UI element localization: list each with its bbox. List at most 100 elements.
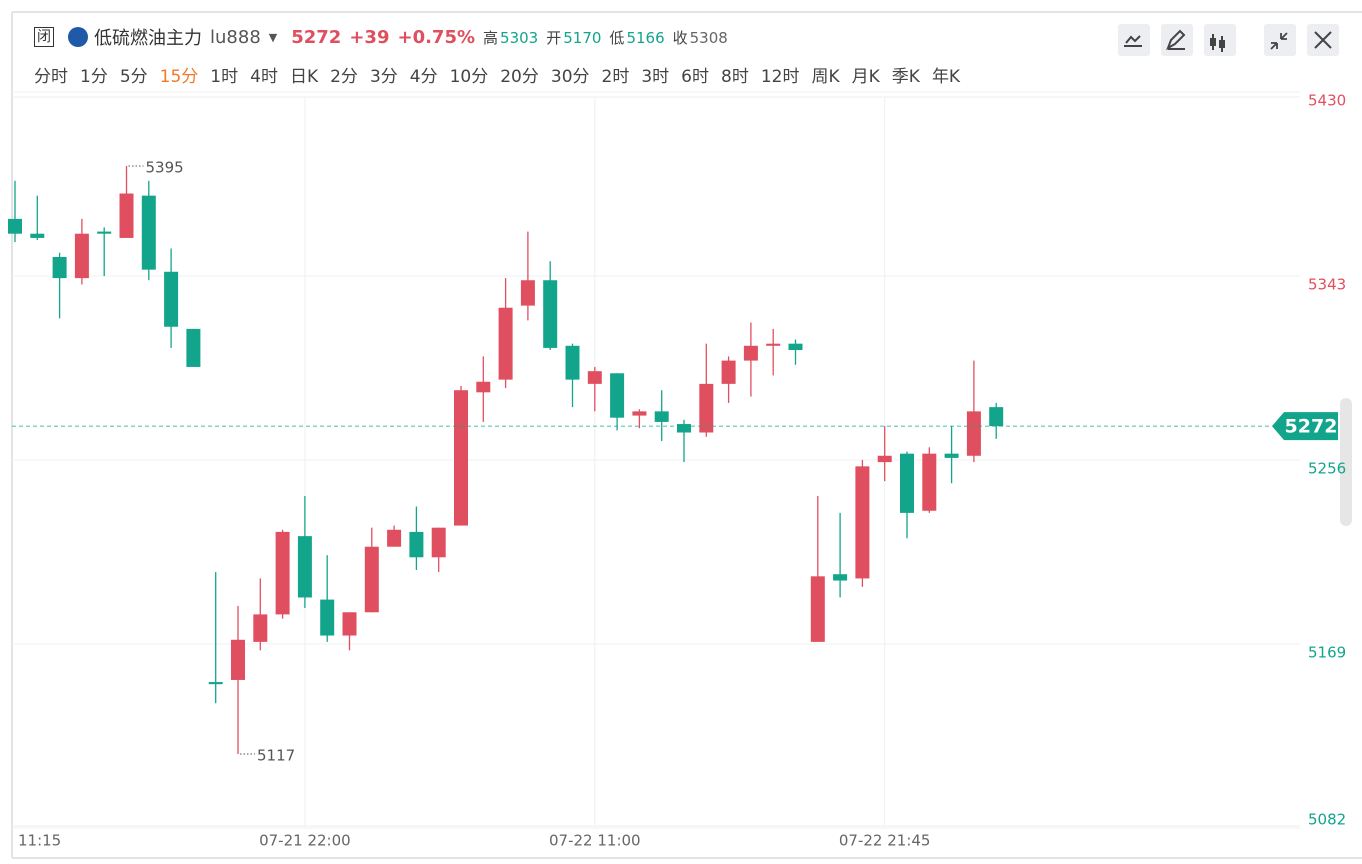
icon xyxy=(1219,40,1225,48)
interval-tab[interactable]: 分时 xyxy=(34,67,68,87)
candle-body xyxy=(877,455,892,463)
interval-tab[interactable]: 30分 xyxy=(550,67,590,87)
candle-body xyxy=(565,345,580,380)
y-tick-label: 5430 xyxy=(1308,92,1346,110)
stat-label: 收 xyxy=(672,28,688,47)
icon xyxy=(1210,38,1216,46)
candle-body xyxy=(208,682,223,685)
candle-body xyxy=(721,360,736,384)
candle-body xyxy=(654,411,669,422)
stat-label: 高 xyxy=(483,28,499,47)
header: 闭 低硫燃油主力 lu888 ▼ 5272 +39 +0.75% 高 5303 开 5… xyxy=(34,24,736,50)
candle-body xyxy=(164,271,179,327)
candle-body xyxy=(498,307,513,380)
name: 低硫燃油主力 xyxy=(94,28,202,49)
interval-tab[interactable]: 8时 xyxy=(721,67,749,87)
scrollbar[interactable] xyxy=(1340,398,1352,526)
candle-body xyxy=(587,371,602,384)
x-tick-label: 07-21 22:00 xyxy=(259,832,351,850)
change: +39 xyxy=(349,26,390,48)
status: 闭 xyxy=(34,27,54,47)
candle-body xyxy=(677,424,691,433)
candle-body xyxy=(743,345,758,361)
candle-body xyxy=(364,546,379,613)
candle-body xyxy=(342,612,357,636)
y-tick-label: 5169 xyxy=(1308,644,1346,662)
candle-body xyxy=(476,381,491,393)
candle-body xyxy=(97,231,112,234)
candle-body xyxy=(520,280,535,306)
dropdown[interactable]: ▼ xyxy=(268,30,278,44)
stat-value: 5308 xyxy=(689,28,728,47)
interval-tab[interactable]: 2分 xyxy=(330,67,358,87)
candle-body xyxy=(253,614,268,642)
candle-body xyxy=(119,193,134,238)
code[interactable]: lu888 xyxy=(210,26,261,48)
annotation: 5117 xyxy=(257,746,295,764)
candle-body xyxy=(810,576,825,642)
candle-body xyxy=(454,390,468,526)
last-price-tag xyxy=(1272,412,1338,441)
last-price-label: 5272 xyxy=(1285,416,1338,438)
interval-tab[interactable]: 周K xyxy=(811,67,840,87)
change-pct: +0.75% xyxy=(397,26,476,48)
candle-body xyxy=(431,527,446,558)
candle-body xyxy=(766,343,781,346)
shrink-button[interactable] xyxy=(1264,24,1296,56)
candle-body xyxy=(409,531,424,558)
icon xyxy=(1124,35,1142,47)
stat-label: 开 xyxy=(546,28,562,47)
icon xyxy=(1166,29,1186,51)
annotation: 5395 xyxy=(146,159,184,177)
interval-tab[interactable]: 3分 xyxy=(369,67,398,87)
candle-body xyxy=(833,574,848,581)
candle-body xyxy=(52,256,67,279)
candle-body xyxy=(788,343,803,351)
candle-body xyxy=(610,373,625,418)
icon xyxy=(1314,31,1332,49)
price: 5272 xyxy=(291,26,342,48)
candle-body xyxy=(900,453,914,513)
interval-tab[interactable]: 2时 xyxy=(601,67,630,87)
candle-body xyxy=(231,639,245,680)
stat-value: 5170 xyxy=(563,28,602,47)
interval-tab[interactable]: 1分 xyxy=(80,67,108,87)
tool-button[interactable] xyxy=(1161,24,1193,56)
stat-label: 低 xyxy=(609,28,625,47)
x-tick-label: 11:15 xyxy=(18,832,61,850)
x-tick-label: 07-22 11:00 xyxy=(549,832,641,850)
candle-body xyxy=(141,195,156,270)
interval-tab[interactable]: 日K xyxy=(289,67,319,87)
candle-body xyxy=(944,453,959,458)
interval-tab[interactable]: 4时 xyxy=(250,67,278,87)
interval-tab[interactable]: 6时 xyxy=(681,67,709,87)
stat-value: 5303 xyxy=(500,28,539,47)
interval-tab[interactable]: 年K xyxy=(931,67,961,87)
stat-value: 5166 xyxy=(626,28,665,47)
candle-body xyxy=(632,411,647,416)
interval-tab[interactable]: 10分 xyxy=(449,67,489,87)
interval-tab[interactable]: 季K xyxy=(891,67,920,87)
candle-body xyxy=(186,328,201,367)
candle-body xyxy=(74,233,89,279)
interval-tab[interactable]: 3时 xyxy=(641,67,670,87)
interval-tab[interactable]: 月K xyxy=(851,67,880,87)
icon xyxy=(68,27,88,47)
stats: 高 5303 开 5170 低 5166 收 5308 xyxy=(483,27,736,48)
y-tick-label: 5343 xyxy=(1308,276,1346,294)
candle-body xyxy=(8,218,22,234)
candle-body xyxy=(855,466,870,579)
candle-body xyxy=(543,280,558,348)
candle-body xyxy=(699,383,714,433)
y-tick-label: 5082 xyxy=(1308,811,1346,829)
x-tick-label: 07-22 21:45 xyxy=(839,832,931,850)
interval-tab[interactable]: 4分 xyxy=(409,67,438,87)
candle-body xyxy=(297,536,312,598)
interval-tab[interactable]: 5分 xyxy=(119,67,148,87)
interval-tab[interactable]: 1时 xyxy=(210,67,239,87)
candle-body xyxy=(922,453,937,511)
interval-tab[interactable]: 15分 xyxy=(159,67,199,87)
interval-tab[interactable]: 20分 xyxy=(500,67,539,87)
interval-tab[interactable]: 12时 xyxy=(760,67,800,87)
